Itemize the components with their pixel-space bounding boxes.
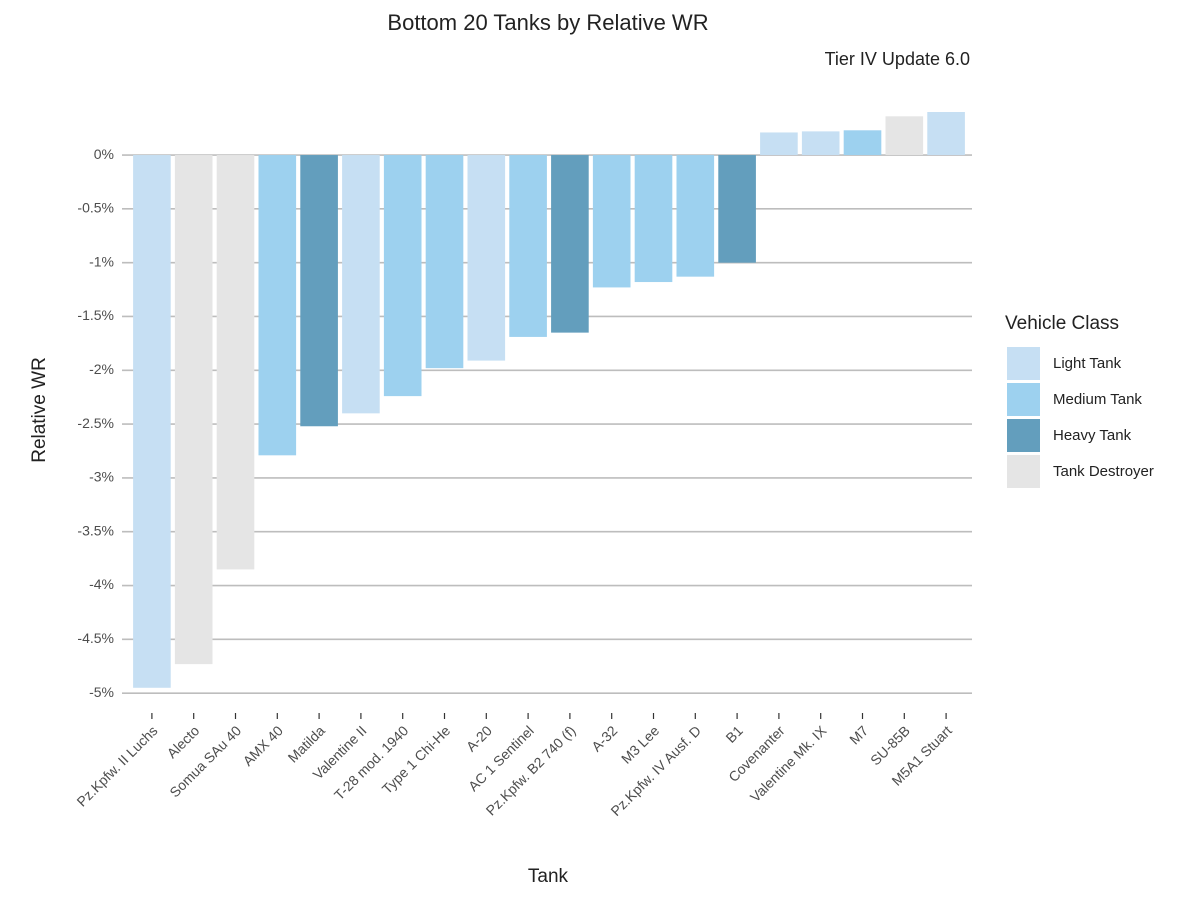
- bar: [133, 155, 171, 688]
- bar: [927, 112, 965, 156]
- bar: [885, 116, 924, 156]
- bar: [174, 155, 213, 665]
- bar: [509, 155, 547, 337]
- y-tick-label: -2%: [89, 361, 114, 377]
- x-tick-label: T-28 mod. 1940: [331, 722, 412, 803]
- y-tick-label: 0%: [94, 146, 114, 162]
- bar: [676, 155, 715, 277]
- bar: [718, 155, 756, 263]
- bar: [843, 130, 882, 156]
- y-tick-label: -3.5%: [77, 522, 114, 538]
- x-tick-label: Somua SAu 40: [166, 722, 244, 800]
- chart-title: Bottom 20 Tanks by Relative WR: [387, 10, 708, 35]
- y-tick-label: -1.5%: [77, 307, 114, 323]
- bar: [216, 155, 255, 570]
- bar: [258, 155, 297, 456]
- bar: [551, 155, 589, 333]
- y-axis-label: Relative WR: [29, 357, 50, 463]
- x-axis-label: Tank: [528, 866, 569, 887]
- bar: [801, 131, 840, 156]
- chart-subtitle: Tier IV Update 6.0: [825, 49, 970, 69]
- bar: [467, 155, 506, 361]
- bar: [342, 155, 380, 414]
- x-tick-label: B1: [722, 722, 746, 746]
- x-tick-label: A-32: [588, 722, 620, 754]
- y-tick-label: -0.5%: [77, 200, 114, 216]
- x-tick-label: Valentine Mk. IX: [747, 722, 830, 805]
- y-tick-label: -2.5%: [77, 415, 114, 431]
- bar: [300, 155, 338, 427]
- x-tick-label: Pz.Kpfw. II Luchs: [73, 722, 160, 809]
- bar: [383, 155, 422, 397]
- y-tick-label: -3%: [89, 469, 114, 485]
- bar: [425, 155, 464, 369]
- legend-key: [1007, 455, 1040, 488]
- x-tick-label: Alecto: [164, 722, 203, 761]
- y-tick-label: -4.5%: [77, 630, 114, 646]
- legend-label: Medium Tank: [1053, 391, 1142, 408]
- y-tick-label: -1%: [89, 253, 114, 269]
- bar: [592, 155, 631, 288]
- legend-key: [1007, 419, 1040, 452]
- legend-key: [1007, 347, 1040, 380]
- x-tick-label: A-20: [463, 722, 495, 754]
- y-tick-label: -5%: [89, 684, 114, 700]
- legend-key: [1007, 383, 1040, 416]
- bar: [634, 155, 673, 283]
- legend-label: Tank Destroyer: [1053, 463, 1154, 480]
- x-tick-label: AMX 40: [240, 722, 287, 769]
- legend-label: Heavy Tank: [1053, 427, 1132, 444]
- legend-title: Vehicle Class: [1005, 313, 1119, 334]
- y-tick-label: -4%: [89, 576, 114, 592]
- bar: [760, 132, 798, 156]
- legend-label: Light Tank: [1053, 355, 1122, 372]
- x-tick-label: M7: [846, 722, 871, 747]
